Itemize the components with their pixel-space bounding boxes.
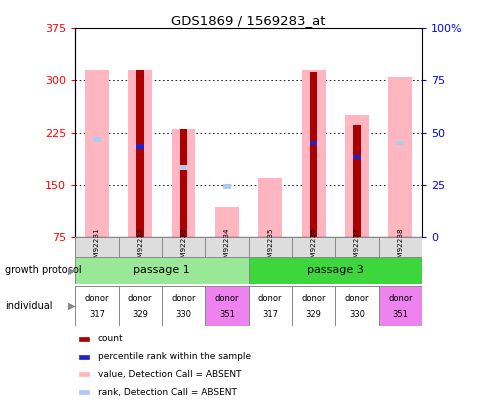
Text: donor: donor	[128, 294, 152, 303]
Text: 351: 351	[218, 310, 234, 319]
Bar	[309, 141, 317, 145]
Bar	[388, 77, 411, 237]
Bar	[309, 72, 317, 237]
Bar	[78, 337, 89, 341]
Text: growth protocol: growth protocol	[5, 265, 81, 275]
Text: individual: individual	[5, 301, 52, 311]
Text: 317: 317	[262, 310, 278, 319]
Text: 329: 329	[132, 310, 148, 319]
Bar	[395, 141, 403, 145]
Text: GSM92235: GSM92235	[267, 227, 272, 267]
Bar	[78, 372, 89, 377]
Text: GSM92232: GSM92232	[137, 227, 143, 267]
Bar	[162, 286, 205, 326]
Bar	[78, 390, 89, 394]
Bar	[223, 184, 230, 189]
Text: GSM92231: GSM92231	[94, 227, 100, 267]
Text: donor: donor	[344, 294, 368, 303]
Text: GSM92236: GSM92236	[310, 227, 316, 267]
Text: GSM92237: GSM92237	[353, 227, 359, 267]
Text: passage 1: passage 1	[133, 265, 190, 275]
Bar	[309, 141, 317, 145]
Bar	[258, 178, 282, 237]
Text: donor: donor	[301, 294, 325, 303]
Text: ▶: ▶	[68, 265, 76, 275]
Bar	[378, 237, 421, 257]
Bar	[78, 354, 89, 359]
Bar	[301, 70, 325, 237]
Text: 329: 329	[305, 310, 321, 319]
Text: GSM92234: GSM92234	[224, 227, 229, 267]
Bar	[75, 286, 118, 326]
Bar	[93, 137, 101, 142]
Bar	[75, 257, 248, 284]
Bar	[214, 207, 238, 237]
Bar	[85, 70, 108, 237]
Text: count: count	[97, 335, 123, 343]
Text: 351: 351	[392, 310, 408, 319]
Text: rank, Detection Call = ABSENT: rank, Detection Call = ABSENT	[97, 388, 236, 396]
Bar	[248, 286, 291, 326]
Text: passage 3: passage 3	[306, 265, 363, 275]
Bar	[352, 155, 360, 160]
Text: donor: donor	[171, 294, 196, 303]
Bar	[179, 165, 187, 170]
Bar	[136, 144, 144, 149]
Text: percentile rank within the sample: percentile rank within the sample	[97, 352, 250, 361]
Bar	[248, 237, 291, 257]
Text: donor: donor	[214, 294, 239, 303]
Bar	[291, 286, 334, 326]
Bar	[136, 70, 144, 237]
Bar	[352, 125, 360, 237]
Bar	[171, 129, 195, 237]
Text: 330: 330	[348, 310, 364, 319]
Bar	[352, 155, 360, 160]
Text: 330: 330	[175, 310, 191, 319]
Text: 317: 317	[89, 310, 105, 319]
Text: ▶: ▶	[68, 301, 76, 311]
Title: GDS1869 / 1569283_at: GDS1869 / 1569283_at	[171, 14, 325, 27]
Bar	[334, 237, 378, 257]
Bar	[378, 286, 421, 326]
Bar	[334, 286, 378, 326]
Bar	[162, 237, 205, 257]
Bar	[248, 257, 421, 284]
Bar	[205, 237, 248, 257]
Text: donor: donor	[84, 294, 109, 303]
Text: GSM92233: GSM92233	[180, 227, 186, 267]
Bar	[205, 286, 248, 326]
Text: GSM92238: GSM92238	[396, 227, 402, 267]
Bar	[179, 129, 187, 237]
Text: value, Detection Call = ABSENT: value, Detection Call = ABSENT	[97, 370, 241, 379]
Text: donor: donor	[387, 294, 412, 303]
Bar	[291, 237, 334, 257]
Bar	[118, 237, 162, 257]
Text: donor: donor	[257, 294, 282, 303]
Bar	[75, 237, 118, 257]
Bar	[118, 286, 162, 326]
Bar	[136, 144, 144, 149]
Bar	[344, 115, 368, 237]
Bar	[128, 70, 152, 237]
